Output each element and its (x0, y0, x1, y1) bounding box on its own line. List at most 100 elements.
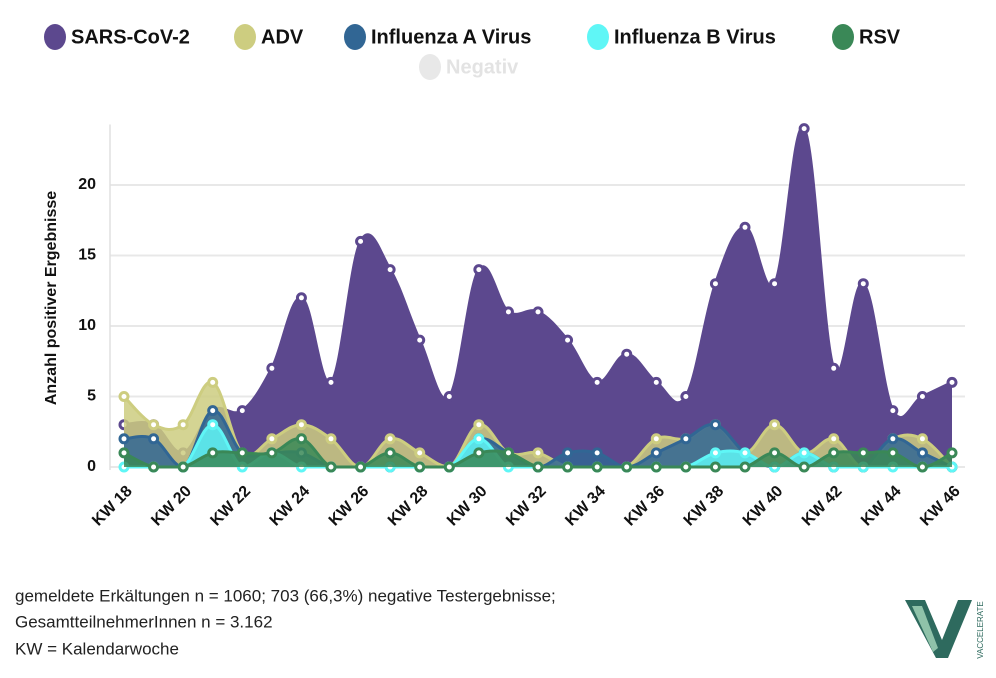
point (325, 433, 337, 445)
point (709, 447, 721, 459)
point (946, 376, 958, 388)
legend-label: Influenza A Virus (371, 26, 531, 48)
legend-marker (832, 24, 854, 50)
legend-label: RSV (859, 26, 901, 48)
point (739, 447, 751, 459)
x-tick-label: KW 34 (562, 483, 609, 530)
point (532, 461, 544, 473)
y-tick-label: 15 (78, 247, 96, 264)
point (118, 433, 130, 445)
legend-label: ADV (261, 26, 304, 48)
point (148, 419, 160, 431)
point (414, 334, 426, 346)
point (739, 461, 751, 473)
series-area (124, 438, 952, 467)
x-tick-label: KW 44 (858, 483, 905, 530)
y-tick-label: 5 (87, 388, 96, 405)
point (207, 376, 219, 388)
legend-marker (419, 54, 441, 80)
point (118, 447, 130, 459)
point (502, 447, 514, 459)
point (769, 419, 781, 431)
x-tick-label: KW 40 (740, 483, 787, 530)
y-tick-label: 20 (78, 176, 96, 193)
point (177, 419, 189, 431)
x-tick-label: KW 42 (799, 483, 846, 530)
point (443, 461, 455, 473)
point (532, 447, 544, 459)
point (295, 292, 307, 304)
point (325, 461, 337, 473)
point (650, 461, 662, 473)
legend-marker (234, 24, 256, 50)
logo-mark (912, 606, 938, 652)
point (680, 433, 692, 445)
point (562, 461, 574, 473)
x-tick-label: KW 22 (207, 483, 254, 530)
point (236, 405, 248, 417)
point (384, 433, 396, 445)
point (650, 376, 662, 388)
point (236, 447, 248, 459)
point (414, 461, 426, 473)
point (355, 461, 367, 473)
point (562, 447, 574, 459)
point (266, 362, 278, 374)
point (798, 123, 810, 135)
footnote: KW = Kalendarwoche (15, 639, 179, 658)
point (739, 221, 751, 233)
point (709, 461, 721, 473)
logo: VACCELERATE (905, 600, 985, 659)
point (828, 433, 840, 445)
x-tick-label: KW 38 (681, 483, 728, 530)
series-area (124, 381, 952, 467)
point (650, 447, 662, 459)
point (148, 433, 160, 445)
legend-marker (344, 24, 366, 50)
point (148, 461, 160, 473)
x-tick-label: KW 36 (621, 483, 668, 530)
x-tick-label: KW 46 (917, 483, 964, 530)
point (266, 433, 278, 445)
point (207, 405, 219, 417)
legend-label: Influenza B Virus (614, 26, 776, 48)
series-line (123, 126, 953, 455)
point (591, 447, 603, 459)
point (887, 447, 899, 459)
point (857, 447, 869, 459)
y-tick-label: 10 (78, 317, 96, 334)
y-tick-label: 0 (87, 458, 96, 475)
point (709, 419, 721, 431)
point (177, 461, 189, 473)
plot-area (110, 123, 965, 473)
point (207, 447, 219, 459)
logo-text: VACCELERATE (976, 601, 985, 659)
point (709, 278, 721, 290)
legend-marker (44, 24, 66, 50)
point (443, 391, 455, 402)
point (680, 461, 692, 473)
point (295, 419, 307, 431)
footnote: GesamtteilnehmerInnen n = 3.162 (15, 612, 273, 631)
y-axis-label: Anzahl positiver Ergebnisse (43, 191, 60, 405)
point (355, 235, 367, 247)
footnote: gemeldete Erkältungen n = 1060; 703 (66,… (15, 586, 556, 605)
x-tick-label: KW 28 (385, 483, 432, 530)
point (384, 264, 396, 276)
point (887, 405, 899, 417)
point (414, 447, 426, 459)
legend-label: Negativ (446, 56, 519, 78)
point (591, 461, 603, 473)
point (916, 447, 928, 459)
point (621, 461, 633, 473)
point (562, 334, 574, 346)
point (769, 447, 781, 459)
point (650, 433, 662, 445)
point (769, 278, 781, 290)
x-tick-label: KW 30 (444, 483, 491, 530)
x-tick-label: KW 26 (326, 483, 373, 530)
series-area (124, 127, 952, 467)
point (828, 362, 840, 374)
point (916, 433, 928, 445)
point (473, 264, 485, 276)
